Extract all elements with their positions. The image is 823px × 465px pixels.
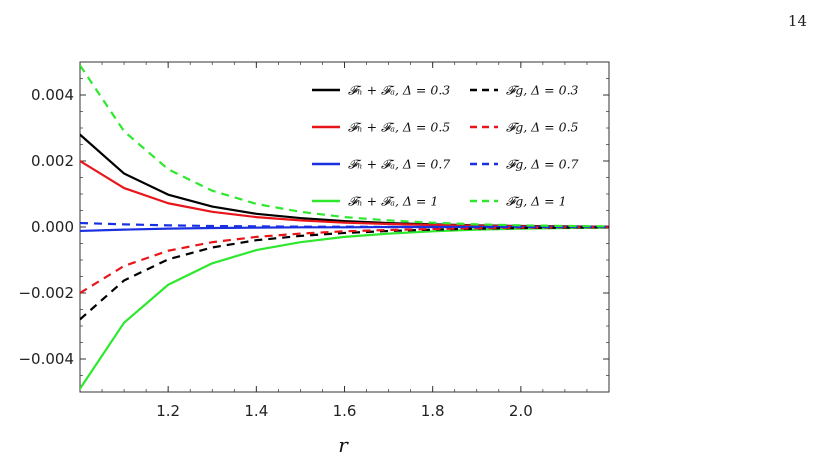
legend-label: 𝓕g, Δ = 1: [506, 194, 567, 209]
legend-label: 𝓕ₕ + 𝓕ₐ, Δ = 1: [348, 194, 438, 209]
series-line: [80, 226, 609, 390]
y-tick-label: −0.002: [18, 284, 74, 302]
legend-label: 𝓕ₕ + 𝓕ₐ, Δ = 0.7: [348, 157, 450, 172]
y-tick-label: 0.004: [31, 86, 74, 104]
legend-label: 𝓕ₕ + 𝓕ₐ, Δ = 0.3: [348, 83, 450, 98]
x-axis-label: r: [338, 433, 349, 457]
x-tick-label: 2.0: [509, 402, 533, 420]
plot-area: 1.2 1.4 1.6 1.8 2.0 0.004 0.002 0.000 −0.002 −0.0…: [18, 61, 610, 420]
series-group: [80, 64, 609, 390]
x-tick-label: 1.6: [333, 402, 357, 420]
legend-label: 𝓕ₕ + 𝓕ₐ, Δ = 0.5: [348, 120, 450, 135]
x-tick-label: 1.8: [421, 402, 445, 420]
page-number: 14: [787, 12, 807, 30]
legend-label: 𝓕g, Δ = 0.3: [506, 83, 579, 98]
series-line: [80, 221, 609, 229]
legend: 𝓕ₕ + 𝓕ₐ, Δ = 0.3 𝓕ₕ + 𝓕ₐ, Δ = 0.5 𝓕ₕ + 𝓕ₐ,…: [312, 83, 579, 209]
series-line: [80, 226, 609, 321]
x-tick-label: 1.2: [156, 402, 180, 420]
y-tick-label: −0.004: [18, 350, 74, 368]
series-line: [80, 133, 609, 228]
y-tick-label: 0.002: [31, 152, 74, 170]
y-tick-label: 0.000: [31, 218, 74, 236]
x-tick-label: 1.4: [244, 402, 268, 420]
legend-label: 𝓕g, Δ = 0.5: [506, 120, 579, 135]
legend-label: 𝓕g, Δ = 0.7: [506, 157, 579, 172]
